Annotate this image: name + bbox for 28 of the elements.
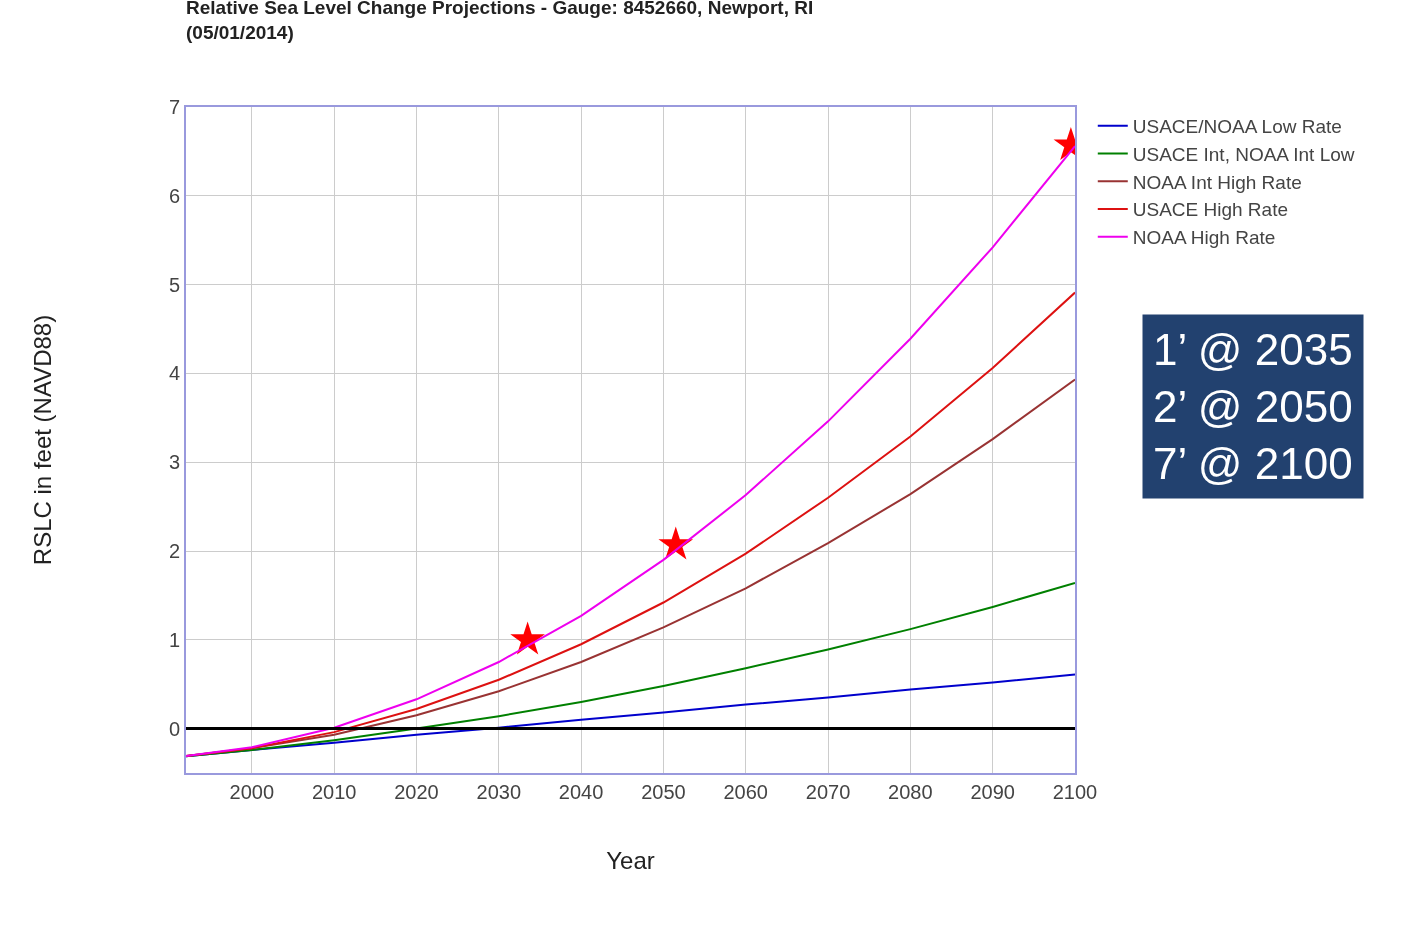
x-tick-label: 2060 [723,781,768,803]
text: 1’ @ 2035 2’ @ 2050 7’ @ 2100 [1153,325,1353,489]
x-tick-label: 2080 [888,781,933,803]
x-tick-label: 2070 [805,781,851,803]
x-axis-title: Year [606,846,655,874]
legend-label: NOAA High Rate [1132,227,1276,249]
legend-label: USACE Int, NOAA Int Low [1132,143,1355,165]
x-tick-label: 2100 [1052,781,1098,803]
y-tick-label: 5 [168,273,180,296]
y-tick-label: 7 [168,96,180,118]
y-tick-label: 2 [168,540,180,562]
x-tick-label: 2020 [394,781,439,803]
y-tick-label: 4 [168,362,180,385]
y-axis-title: RSLC in feet (NAVD88) [29,314,57,566]
y-tick-label: 0 [168,717,180,740]
y-tick-label: 6 [168,184,180,207]
y-tick-label: 3 [168,451,180,474]
legend-label: NOAA Int High Rate [1132,171,1302,193]
x-tick-label: 2030 [476,781,522,803]
y-tick-label: 1 [168,628,180,651]
x-tick-label: 2090 [970,781,1015,803]
chart-title: Relative Sea Level Change Projections - Gauge: 8452660, Newport, RI (05/01/2014) [186,0,814,43]
x-tick-label: 2010 [311,781,357,803]
legend-label: USACE High Rate [1132,199,1289,221]
legend-label: USACE/NOAA Low Rate [1132,116,1342,138]
x-tick-label: 2040 [558,781,604,803]
x-tick-label: 2050 [641,781,686,803]
x-tick-label: 2000 [229,781,275,803]
